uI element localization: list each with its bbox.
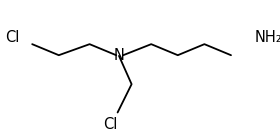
- Text: N: N: [114, 48, 124, 63]
- Text: NH₂: NH₂: [255, 30, 280, 45]
- Text: Cl: Cl: [5, 30, 20, 45]
- Text: Cl: Cl: [103, 117, 118, 132]
